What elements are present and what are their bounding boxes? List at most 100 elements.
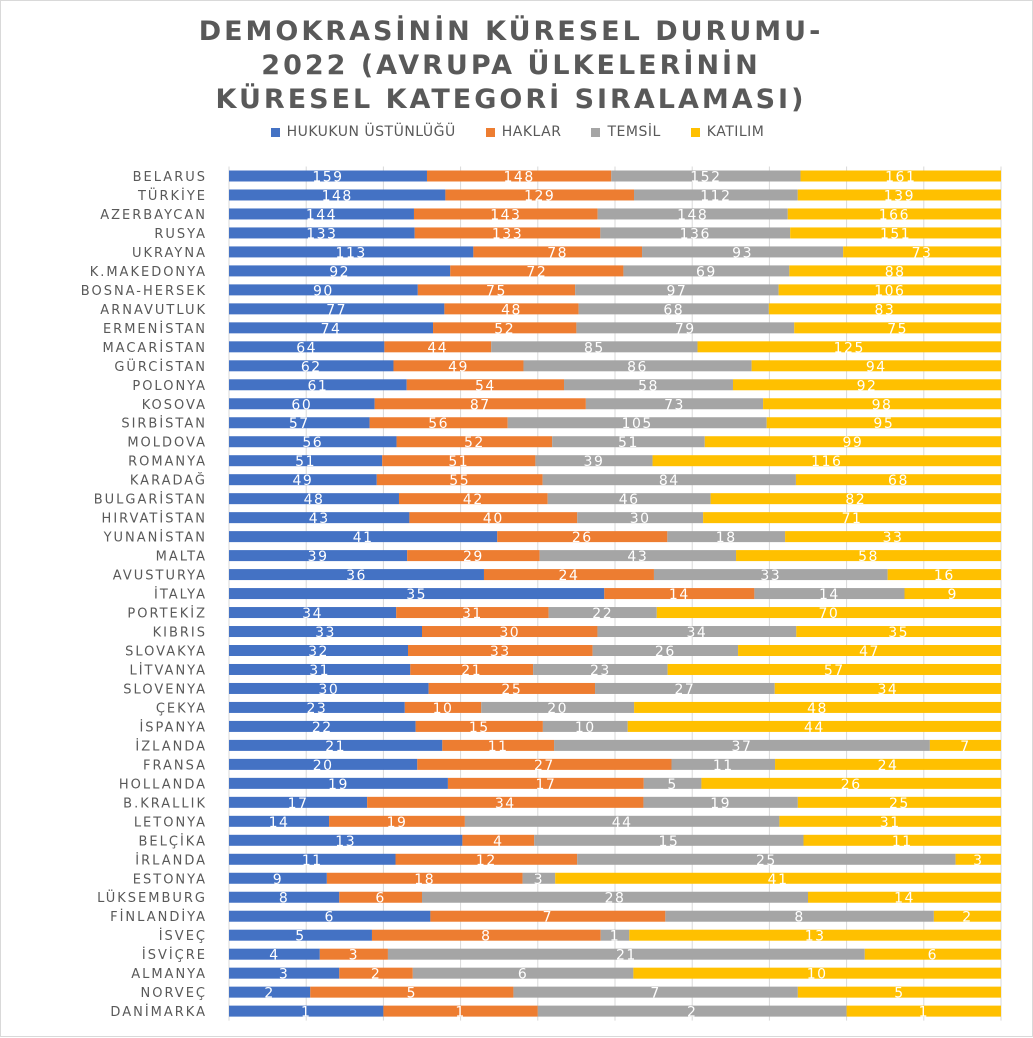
data-label: 94 [866,359,887,375]
bar-segment [229,910,431,922]
data-label: 113 [336,245,367,261]
data-label: 36 [346,568,367,584]
data-label: 4 [269,948,279,964]
data-label: 3 [973,853,983,869]
bar-segment [955,853,1001,865]
bar-segment [229,265,451,277]
bar-segment [634,189,798,201]
data-label: 11 [892,834,913,850]
data-label: 13 [335,834,356,850]
bar-segment [229,872,327,884]
data-label: 9 [273,872,283,888]
data-label: 92 [857,378,878,394]
data-label: 48 [304,492,325,508]
bar-segment [473,246,643,258]
bar-segment [229,682,429,694]
legend-swatch [485,127,495,137]
bar-segment [404,701,482,713]
category-label: İSVEÇ [159,928,207,944]
data-label: 60 [291,397,312,413]
bar-segment [577,512,704,524]
bar-segment [653,569,888,581]
bar-segment [597,626,797,638]
bar-segment [229,796,368,808]
bar-segment [738,645,1001,656]
data-label: 48 [807,701,828,717]
legend-swatch [270,127,280,137]
data-label: 71 [842,511,863,527]
bar-segment [408,645,593,656]
data-label: 139 [884,188,915,204]
data-label: 25 [889,796,910,812]
data-label: 17 [288,796,309,812]
data-label: 144 [306,207,337,223]
chart-title-line-2: 2022 (AVRUPA ÜLKELERİNİN [261,50,761,81]
data-label: 49 [292,473,313,489]
bar-segment [522,872,556,884]
bar-segment [547,493,711,505]
category-label: LETONYA [134,815,207,830]
data-label: 34 [686,625,707,641]
data-label: 43 [309,511,330,527]
bar-segment [554,739,930,751]
category-label: ARNAVUTLUK [100,303,207,318]
bar-segment [319,948,388,960]
bar-segment [779,815,1001,827]
data-label: 69 [696,264,717,280]
bar-segment [600,929,630,941]
data-label: 70 [818,606,839,622]
bar-segment [634,701,1001,713]
data-label: 83 [875,302,896,318]
bar-segment [629,929,1001,941]
legend-label: HUKUKUN ÜSTÜNLÜĞÜ [286,124,456,140]
data-label: 44 [612,815,633,831]
data-label: 92 [329,264,350,280]
bar-segment [229,474,377,486]
data-label: 6 [928,948,938,964]
bar-segment [229,891,340,903]
data-label: 6 [324,910,334,926]
bar-segment [229,398,375,410]
bar-segment [229,1005,384,1017]
bar-segment [704,436,1001,448]
data-label: 17 [535,777,556,793]
data-label: 31 [309,663,330,679]
bar-segment [229,948,320,960]
data-label: 14 [894,891,915,907]
data-label: 23 [590,663,611,679]
bar-segment [904,588,1001,600]
category-label: KOSOVA [142,398,207,413]
data-label: 1 [455,1005,465,1021]
bar-segment [507,417,767,429]
data-label: 30 [318,682,339,698]
category-label: KIBRIS [153,626,207,641]
data-label: 20 [547,701,568,717]
bar-segment [732,379,1001,391]
bar-segment [414,227,601,239]
data-label: 31 [880,815,901,831]
data-label: 62 [301,359,322,375]
bar-segment [701,777,1001,789]
bar-segment [843,246,1001,258]
bar-segment [422,626,598,638]
bar-segment [229,758,418,770]
category-label: DANİMARKA [110,1004,207,1020]
bar-segment [864,948,1001,960]
data-label: 105 [622,416,653,432]
bar-segment [797,189,1001,201]
bar-segment [229,360,394,372]
bar-segment [229,834,463,846]
bar-segment [576,322,795,334]
bar-segment [643,796,798,808]
bar-segment [795,474,1001,486]
bar-segment [229,436,397,448]
data-label: 23 [306,701,327,717]
data-label: 34 [877,682,898,698]
bar-segment [229,607,397,619]
bar-segment [751,360,1001,372]
data-label: 75 [486,283,507,299]
bar-segment [535,455,653,467]
bar-segment [539,550,737,562]
data-label: 13 [805,929,826,945]
